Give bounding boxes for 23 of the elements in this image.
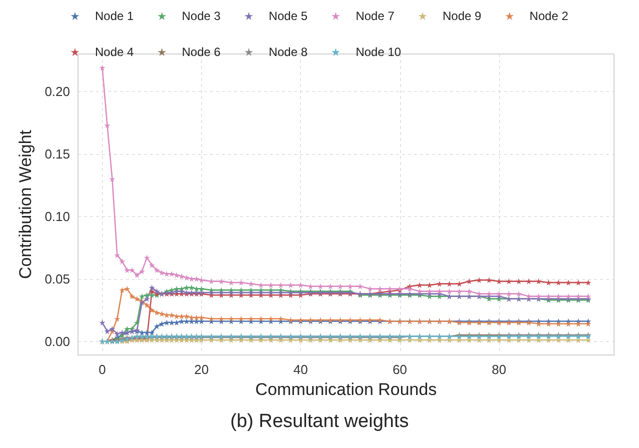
y-tick-label: 0.00 [44, 334, 70, 349]
x-tick-label: 40 [293, 362, 308, 377]
legend-label: Node 4 [94, 45, 134, 59]
legend-label: Node 6 [182, 45, 221, 59]
x-axis-title: Communication Rounds [255, 380, 437, 399]
y-tick-label: 0.15 [44, 146, 70, 162]
y-tick-label: 0.20 [44, 84, 70, 99]
legend-label: Node 1 [94, 9, 134, 23]
x-tick-label: 80 [492, 362, 506, 377]
legend-label: Node 3 [182, 9, 221, 23]
x-tick-label: 0 [98, 362, 106, 377]
legend-label: Node 7 [356, 9, 395, 23]
legend-label: Node 8 [268, 45, 308, 59]
y-tick-label: 0.10 [44, 208, 70, 224]
y-axis-title: Contribution Weight [16, 130, 35, 279]
text: (b) Resultant weights [230, 411, 409, 432]
legend-label: Node 5 [268, 9, 308, 23]
y-tick-label: 0.05 [44, 271, 70, 286]
x-tick-label: 20 [194, 362, 209, 377]
legend-label: Node 10 [356, 45, 402, 59]
legend-label: Node 2 [530, 9, 569, 23]
x-tick-label: 60 [392, 362, 408, 377]
legend-label: Node 9 [442, 9, 482, 23]
